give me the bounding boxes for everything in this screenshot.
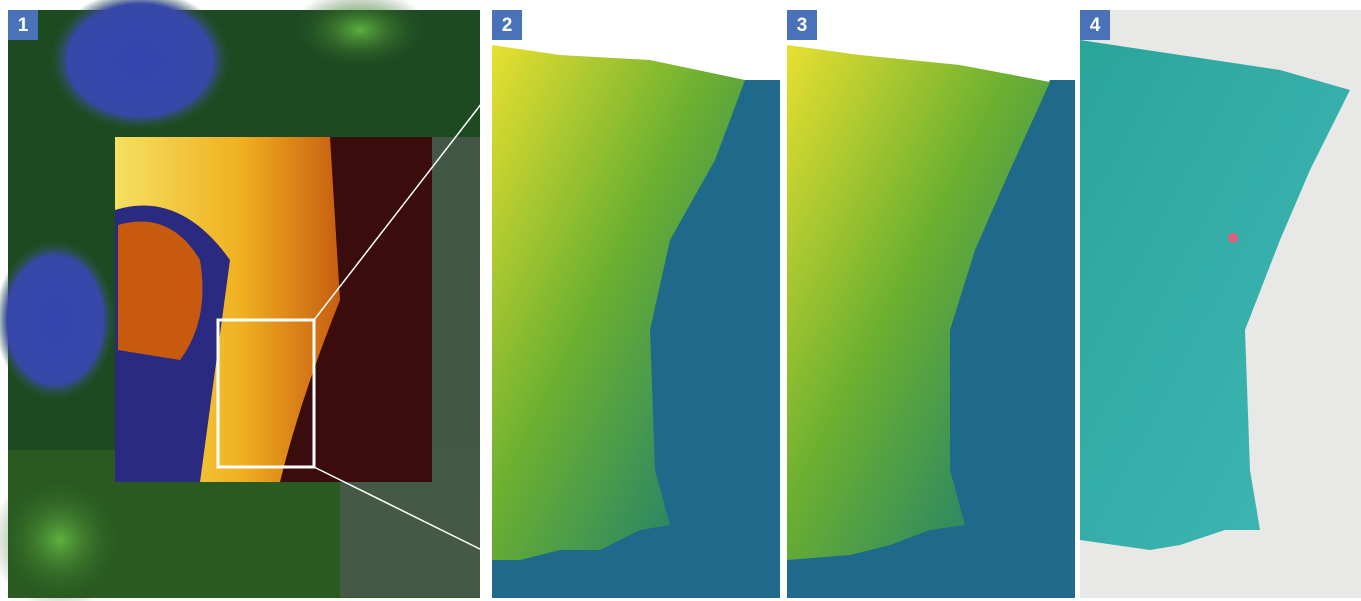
label-text: 1 (18, 15, 29, 36)
label-text: 4 (1090, 15, 1101, 36)
panel-label: 3 (787, 10, 817, 40)
panel-label: 1 (8, 10, 38, 40)
panel-label: 4 (1080, 10, 1110, 40)
panel-1 (0, 0, 493, 601)
label-text: 3 (797, 15, 808, 36)
label-text: 2 (502, 15, 513, 36)
panel-2 (492, 10, 780, 598)
panel-3 (787, 10, 1075, 598)
panel-label: 2 (492, 10, 522, 40)
panel-4 (1080, 10, 1361, 598)
